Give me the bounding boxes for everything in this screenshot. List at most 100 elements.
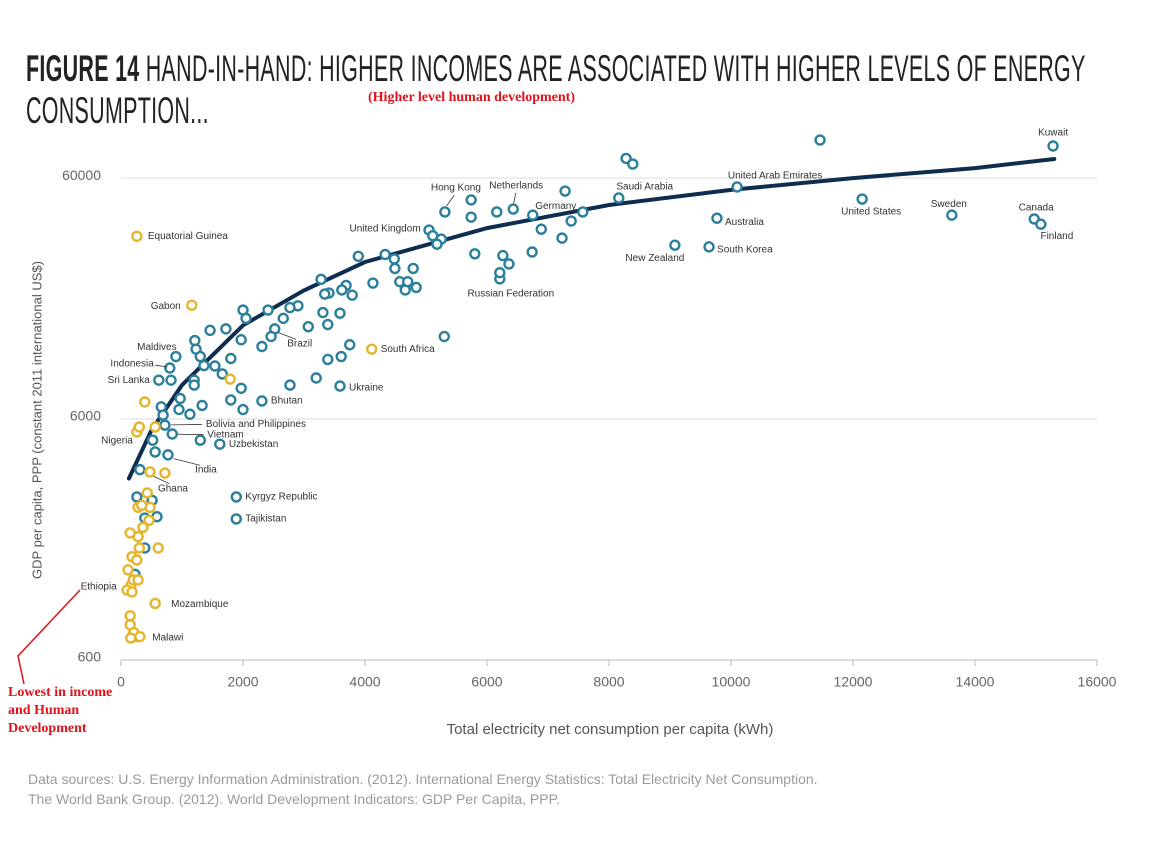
chart: GDP per capita, PPP (constant 2011 inter…: [17, 128, 1117, 738]
point: [186, 299, 198, 311]
point: [402, 275, 414, 288]
point: [284, 301, 296, 314]
point: [143, 514, 155, 526]
point: [410, 281, 422, 294]
point-label: Kuwait: [1038, 128, 1068, 139]
point: [469, 248, 481, 260]
point: [139, 396, 151, 408]
point: [335, 350, 347, 363]
point-label: Tajikistan: [245, 514, 286, 525]
point: [334, 380, 346, 392]
point: [946, 209, 958, 221]
point: [703, 241, 715, 253]
point-label: United States: [841, 207, 901, 218]
point: [149, 446, 161, 458]
annotation-pointer: [17, 589, 81, 685]
trend-line: [126, 157, 1057, 481]
point: [669, 239, 681, 251]
point: [144, 466, 156, 478]
point-label: Russian Federation: [467, 289, 554, 300]
point: [439, 206, 451, 218]
point: [814, 134, 826, 146]
point-label: Malawi: [152, 632, 183, 643]
x-tick-label: 12000: [834, 674, 873, 690]
point: [344, 339, 356, 351]
x-tick-label: 10000: [712, 674, 751, 690]
point-label: Canada: [1019, 203, 1054, 214]
point: [1035, 218, 1047, 230]
point: [526, 246, 538, 258]
point: [235, 334, 247, 346]
point-label: Finland: [1040, 231, 1073, 242]
point-label: Bhutan: [271, 396, 303, 407]
point: [224, 373, 236, 385]
point-label: Ethiopia: [81, 581, 118, 592]
point: [152, 542, 164, 554]
point: [431, 238, 443, 250]
point: [230, 513, 242, 525]
point: [507, 203, 519, 215]
point: [134, 630, 146, 643]
point: [230, 491, 242, 503]
point: [438, 330, 450, 343]
point: [133, 542, 146, 554]
point: [147, 434, 159, 446]
point: [265, 330, 277, 343]
point: [173, 403, 185, 416]
leader-line: [155, 364, 168, 368]
point: [731, 181, 743, 193]
point-label: Kyrgyz Republic: [245, 492, 317, 503]
point: [577, 206, 589, 218]
point: [125, 632, 137, 644]
point: [465, 211, 477, 223]
source-line: The World Bank Group. (2012). World Deve…: [28, 791, 560, 807]
point: [346, 289, 358, 301]
point: [535, 223, 547, 235]
point: [366, 343, 378, 355]
point: [166, 428, 178, 440]
y-axis-label: GDP per capita, PPP (constant 2011 inter…: [29, 261, 44, 579]
chart-title: FIGURE 14 HAND-IN-HAND: HIGHER INCOMES A…: [26, 48, 1163, 132]
point: [216, 368, 228, 380]
point: [126, 586, 138, 598]
point: [131, 230, 143, 242]
x-axis-label: Total electricity net consumption per ca…: [447, 721, 774, 738]
point: [565, 215, 577, 227]
sources: Data sources: U.S. Energy Information Ad…: [28, 769, 818, 809]
point: [256, 395, 268, 407]
point: [256, 340, 268, 353]
point-label: New Zealand: [625, 253, 684, 264]
point: [124, 527, 136, 539]
point-label: United Arab Emirates: [728, 171, 823, 182]
point-label: South Korea: [717, 244, 773, 255]
point-label: Australia: [725, 217, 764, 228]
point-label: Germany: [535, 201, 576, 212]
point: [302, 320, 314, 333]
point: [494, 266, 506, 279]
y-tick-label: 6000: [70, 408, 101, 424]
point-label: Ghana: [158, 484, 188, 495]
point: [174, 392, 186, 405]
point: [556, 232, 568, 244]
point: [194, 434, 207, 446]
point: [277, 312, 289, 325]
leader-line: [153, 475, 170, 485]
point: [315, 273, 327, 286]
point: [491, 206, 503, 218]
point: [284, 379, 296, 391]
point: [352, 250, 364, 263]
point-label: Brazil: [287, 339, 312, 350]
point-label: Sri Lanka: [108, 375, 151, 386]
point-label: Sweden: [931, 199, 967, 210]
source-line: Data sources: U.S. Energy Information Ad…: [28, 771, 818, 787]
point-label: India: [195, 465, 217, 476]
point: [334, 307, 346, 319]
point: [133, 421, 146, 433]
point: [220, 323, 232, 335]
point: [153, 374, 165, 386]
point: [124, 610, 136, 622]
point-label: Mozambique: [171, 599, 229, 610]
x-tick-label: 8000: [593, 674, 624, 690]
point-label: Gabon: [151, 301, 181, 312]
point: [235, 382, 247, 394]
